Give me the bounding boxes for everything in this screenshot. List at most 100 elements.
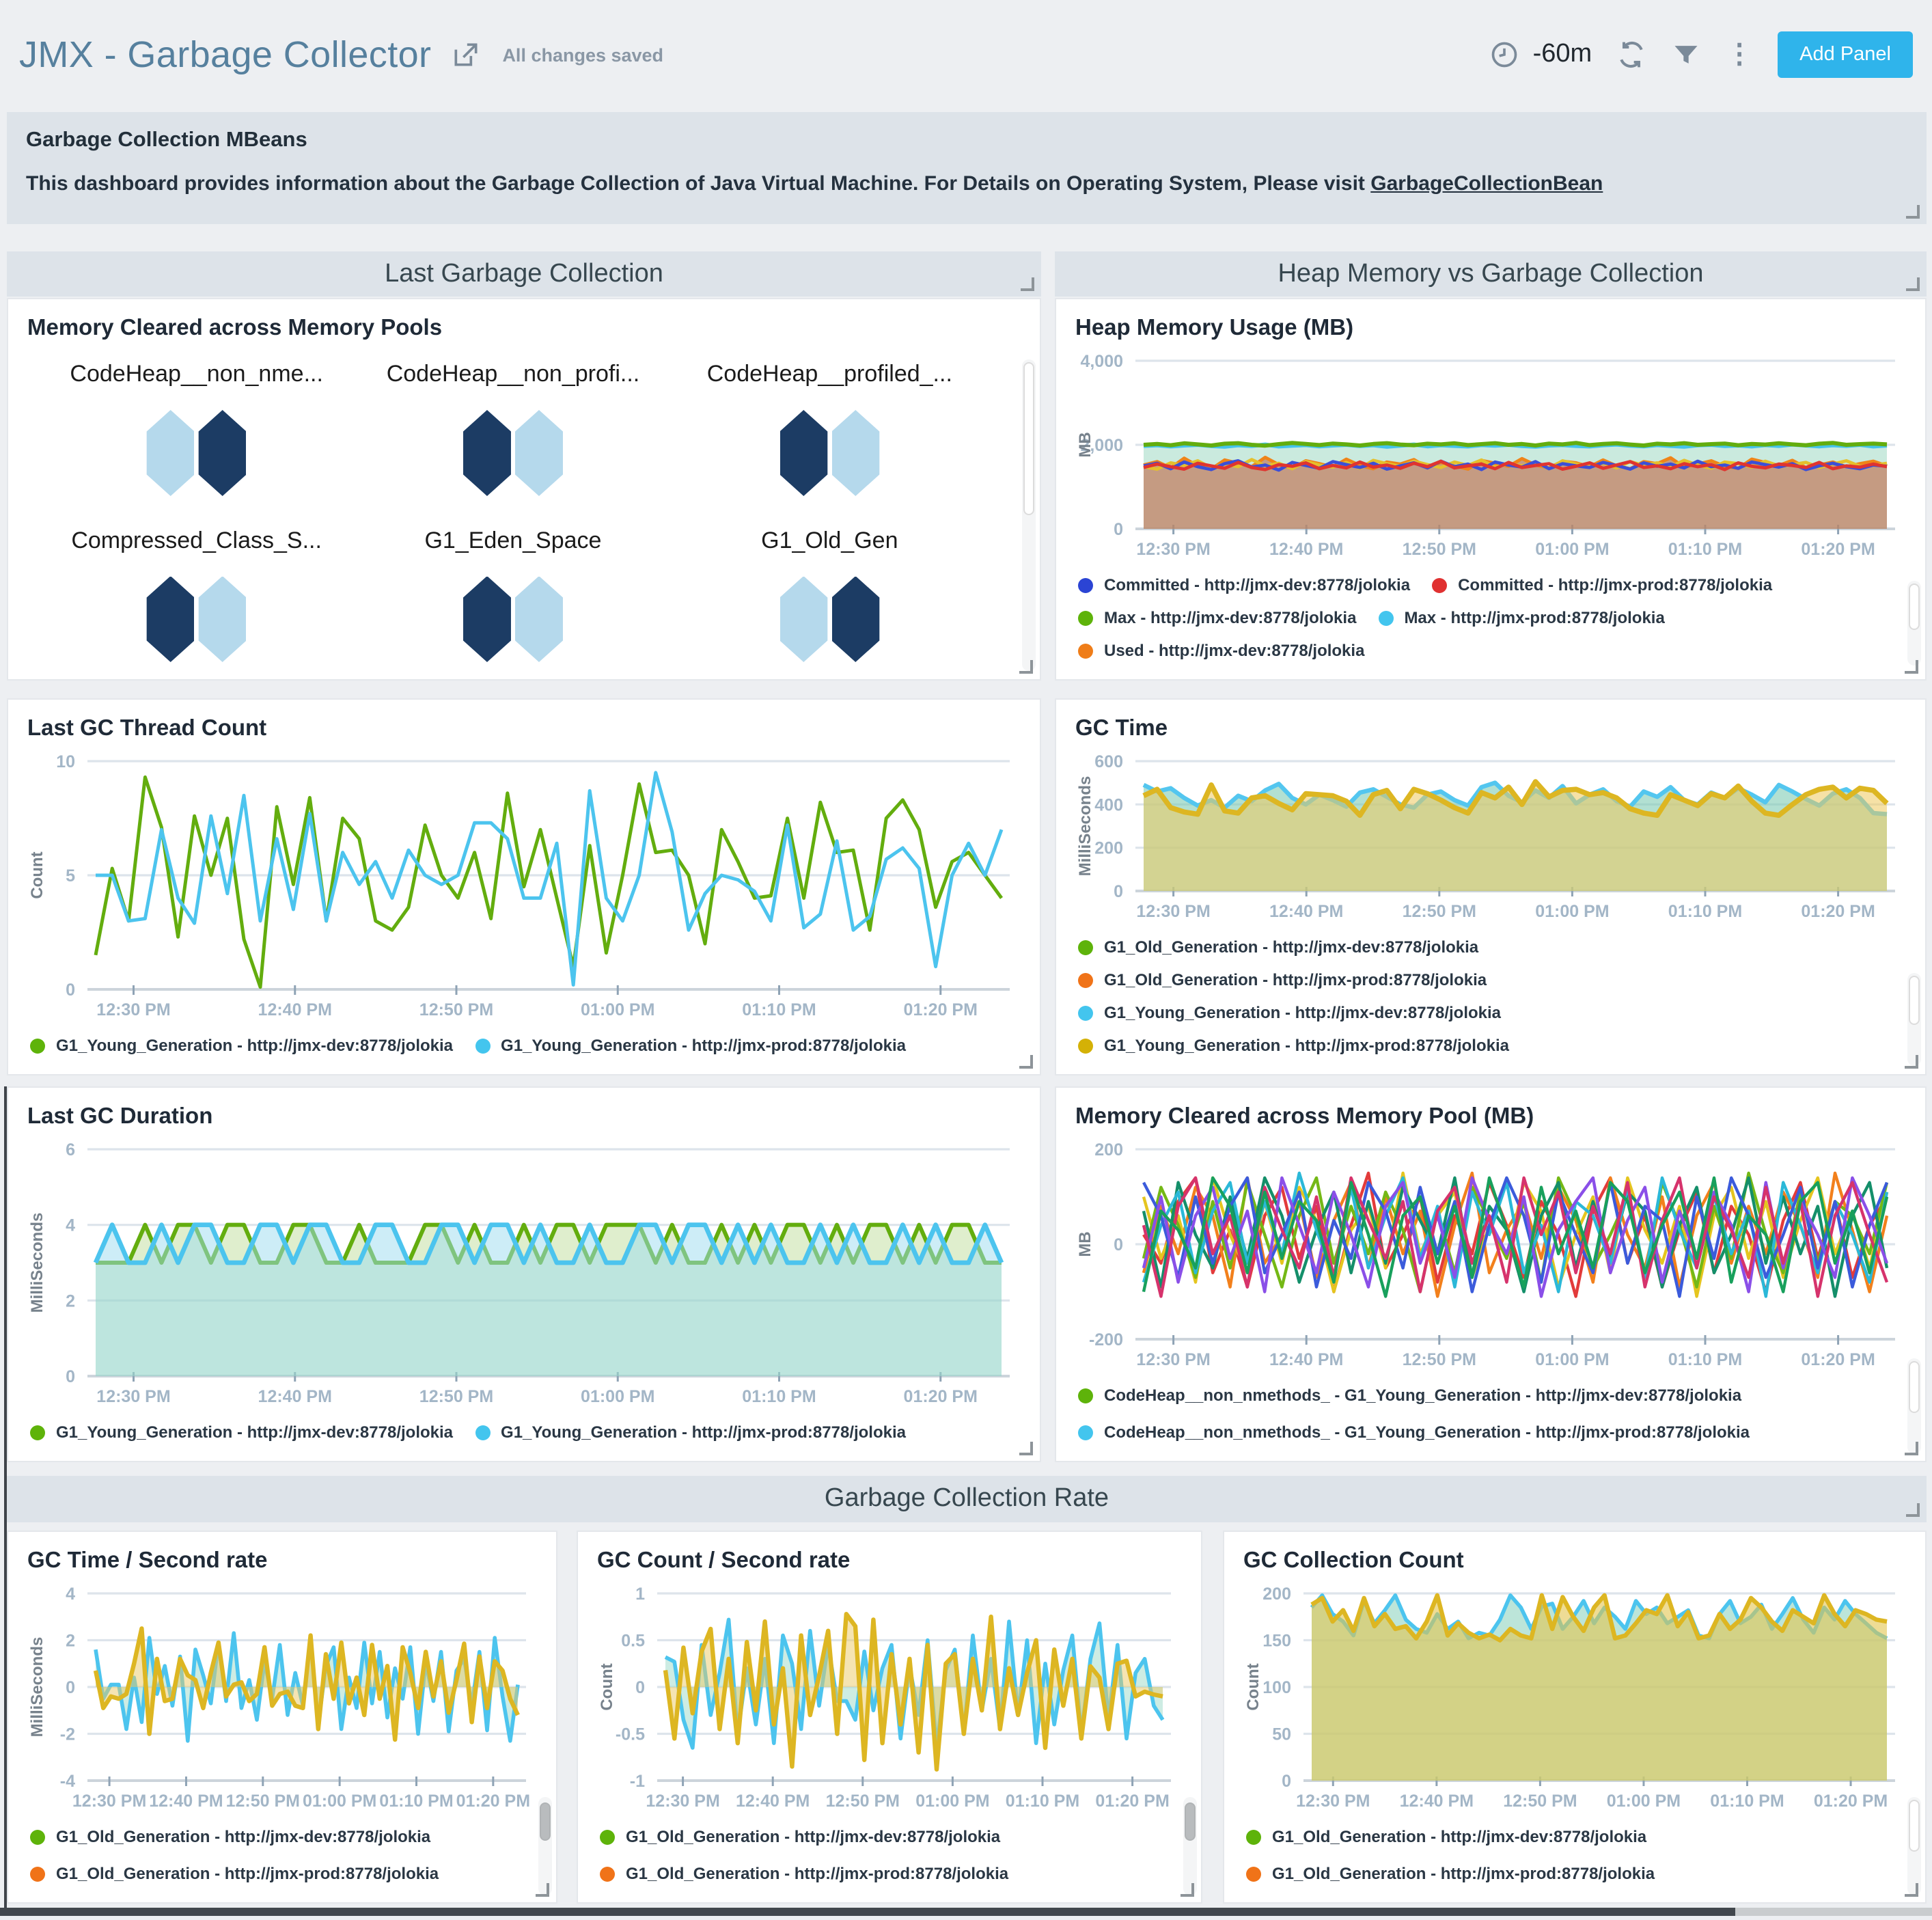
kebab-menu-icon[interactable]: ⋮	[1726, 40, 1754, 70]
page-title: JMX - Garbage Collector	[19, 33, 432, 74]
hexagon-dark-icon[interactable]	[198, 410, 247, 496]
gc-duration-chart[interactable]: 6 4 2 0 12:30 PM 12:40 PM 12:50 PM 01:00 PM 01:1…	[25, 1133, 1023, 1412]
row-header-heap-vs-gc[interactable]: Heap Memory vs Garbage Collection	[1055, 251, 1927, 297]
clock-icon[interactable]	[1489, 40, 1519, 70]
svg-text:12:50 PM: 12:50 PM	[1403, 902, 1476, 921]
svg-text:01:00 PM: 01:00 PM	[915, 1792, 989, 1811]
resize-handle-icon[interactable]	[1905, 1883, 1918, 1897]
resize-handle-icon[interactable]	[1905, 1055, 1918, 1069]
legend-item[interactable]: G1_Old_Generation - http://jmx-prod:8778…	[1078, 970, 1487, 989]
legend-item[interactable]: G1_Young_Generation - http://jmx-dev:877…	[1078, 1003, 1501, 1022]
hexagon-light-icon[interactable]	[514, 410, 563, 496]
hexagon-light-icon[interactable]	[198, 576, 247, 662]
horizontal-scrollbar[interactable]	[0, 1908, 1932, 1916]
svg-text:12:50 PM: 12:50 PM	[1403, 1350, 1476, 1369]
svg-text:12:50 PM: 12:50 PM	[419, 1387, 493, 1406]
legend-scrollbar[interactable]	[1907, 1797, 1921, 1895]
legend-item[interactable]: Committed - http://jmx-prod:8778/jolokia	[1432, 575, 1772, 594]
hexagon-dark-icon[interactable]	[463, 410, 511, 496]
add-panel-button[interactable]: Add Panel	[1778, 31, 1913, 78]
resize-handle-icon[interactable]	[1905, 1442, 1918, 1455]
legend-dot-icon	[475, 1038, 491, 1053]
row-header-garbage-collection-rate[interactable]: Garbage Collection Rate	[7, 1476, 1927, 1522]
heap-chart[interactable]: 4,000 2,000 0 12:30 PM 12:40 PM 12:50 PM 01:00…	[1073, 344, 1909, 564]
panel-scrollbar[interactable]	[1022, 359, 1036, 671]
hexagon-dark-icon[interactable]	[831, 576, 880, 662]
legend-item[interactable]: G1_Old_Generation - http://jmx-prod:8778…	[30, 1864, 439, 1883]
legend-dot-icon	[30, 1425, 45, 1440]
legend-item[interactable]: G1_Old_Generation - http://jmx-prod:8778…	[600, 1864, 1008, 1883]
legend-item[interactable]: G1_Old_Generation - http://jmx-prod:8778…	[1246, 1864, 1655, 1883]
memory-cleared-chart[interactable]: 200 0 -200 12:30 PM 12:40 PM 12:50 PM 01:00 PM…	[1073, 1133, 1909, 1375]
garbage-collection-bean-link[interactable]: GarbageCollectionBean	[1370, 172, 1603, 195]
horizontal-scrollbar-thumb[interactable]	[0, 1908, 1735, 1916]
svg-text:200: 200	[1094, 839, 1123, 858]
filter-icon[interactable]	[1671, 40, 1701, 70]
resize-handle-icon[interactable]	[1019, 660, 1033, 674]
legend-item[interactable]: CodeHeap__non_nmethods_ - G1_Young_Gener…	[1078, 1423, 1750, 1442]
row-header-last-garbage-collection[interactable]: Last Garbage Collection	[7, 251, 1041, 297]
panel-title: GC Count / Second rate	[597, 1548, 851, 1573]
time-range-value[interactable]: -60m	[1532, 40, 1592, 68]
legend-item[interactable]: Max - http://jmx-prod:8778/jolokia	[1378, 608, 1665, 627]
resize-handle-icon[interactable]	[1019, 1055, 1033, 1069]
legend-dot-icon	[1078, 577, 1093, 592]
legend-item[interactable]: G1_Young_Generation - http://jmx-prod:87…	[475, 1423, 906, 1442]
svg-text:12:50 PM: 12:50 PM	[419, 1000, 493, 1019]
legend-item[interactable]: G1_Old_Generation - http://jmx-dev:8778/…	[1078, 937, 1478, 957]
resize-handle-icon[interactable]	[1906, 205, 1920, 219]
resize-handle-icon[interactable]	[1181, 1883, 1194, 1897]
legend-item[interactable]: Max - http://jmx-dev:8778/jolokia	[1078, 608, 1356, 627]
hexagon-light-icon[interactable]	[146, 410, 195, 496]
panel-title: GC Time / Second rate	[27, 1548, 268, 1573]
resize-handle-icon[interactable]	[1021, 277, 1034, 291]
panel-heap-memory-usage: Heap Memory Usage (MB) 4,000 2,000 0 12:30 …	[1055, 298, 1927, 681]
panel-title: Last GC Thread Count	[27, 716, 267, 741]
legend-dot-icon	[1078, 1005, 1093, 1020]
resize-handle-icon[interactable]	[1019, 1442, 1033, 1455]
legend: G1_Young_Generation - http://jmx-dev:877…	[25, 1412, 1023, 1453]
hexagon-light-icon[interactable]	[779, 576, 828, 662]
hexagon-group-label: CodeHeap__non_nme...	[70, 361, 323, 387]
legend-item[interactable]: CodeHeap__non_nmethods_ - G1_Young_Gener…	[1078, 1386, 1741, 1405]
hexagon-dark-icon[interactable]	[146, 576, 195, 662]
svg-text:01:10 PM: 01:10 PM	[1006, 1792, 1079, 1811]
legend-item[interactable]: G1_Old_Generation - http://jmx-dev:8778/…	[30, 1827, 430, 1846]
legend-item[interactable]: G1_Old_Generation - http://jmx-dev:8778/…	[1246, 1827, 1646, 1846]
legend-item[interactable]: G1_Young_Generation - http://jmx-prod:87…	[475, 1036, 906, 1055]
svg-text:0: 0	[66, 1367, 75, 1386]
legend-scrollbar[interactable]	[1183, 1797, 1197, 1895]
legend-scrollbar[interactable]	[1907, 1358, 1921, 1454]
legend-scrollbar[interactable]	[1907, 581, 1921, 666]
svg-text:01:00 PM: 01:00 PM	[581, 1000, 654, 1019]
resize-handle-icon[interactable]	[1905, 660, 1918, 674]
panel-title: Heap Memory Usage (MB)	[1075, 316, 1354, 340]
legend-item[interactable]: G1_Young_Generation - http://jmx-dev:877…	[30, 1036, 453, 1055]
thread-count-chart[interactable]: 10 5 0 12:30 PM 12:40 PM 12:50 PM 01:00 PM 01:1…	[25, 745, 1023, 1025]
legend-item[interactable]: G1_Old_Generation - http://jmx-dev:8778/…	[600, 1827, 1000, 1846]
hexagon-dark-icon[interactable]	[779, 410, 828, 496]
resize-handle-icon[interactable]	[1906, 277, 1920, 291]
legend-item[interactable]: Committed - http://jmx-dev:8778/jolokia	[1078, 575, 1410, 594]
hexagon-light-icon[interactable]	[514, 576, 563, 662]
legend-item[interactable]: G1_Young_Generation - http://jmx-dev:877…	[30, 1423, 453, 1442]
legend-item[interactable]: Used - http://jmx-dev:8778/jolokia	[1078, 641, 1364, 660]
share-dashboard-icon[interactable]	[450, 40, 480, 70]
svg-text:-4: -4	[60, 1772, 75, 1791]
hexagon-light-icon[interactable]	[831, 410, 880, 496]
legend-scrollbar[interactable]	[1907, 973, 1921, 1066]
legend-scrollbar[interactable]	[538, 1797, 552, 1895]
hexagon-dark-icon[interactable]	[463, 576, 511, 662]
gc-time-rate-chart[interactable]: 4 2 0 -2 -4 12:30 PM 12:40 PM 12:50 PM 01:00 PM 0…	[25, 1577, 540, 1816]
refresh-icon[interactable]	[1616, 40, 1646, 70]
svg-text:400: 400	[1094, 795, 1123, 814]
svg-text:01:00 PM: 01:00 PM	[1535, 1350, 1609, 1369]
gc-count-rate-chart[interactable]: 1 0.5 0 -0.5 -1 12:30 PM 12:40 PM 12:50 PM 01:00…	[594, 1577, 1185, 1816]
resize-handle-icon[interactable]	[536, 1883, 549, 1897]
gc-collection-count-chart[interactable]: 200 150 100 50 0 12:30 PM 12:40 PM 12:50 PM 01:0…	[1241, 1577, 1909, 1816]
gc-time-chart[interactable]: 600 400 200 0 12:30 PM 12:40 PM 12:50 PM 01:00 …	[1073, 745, 1909, 927]
legend-item[interactable]: G1_Young_Generation - http://jmx-prod:87…	[1078, 1036, 1509, 1055]
svg-text:Count: Count	[28, 851, 46, 899]
panel-title: Memory Cleared across Memory Pools	[27, 316, 443, 340]
resize-handle-icon[interactable]	[1906, 1503, 1920, 1517]
